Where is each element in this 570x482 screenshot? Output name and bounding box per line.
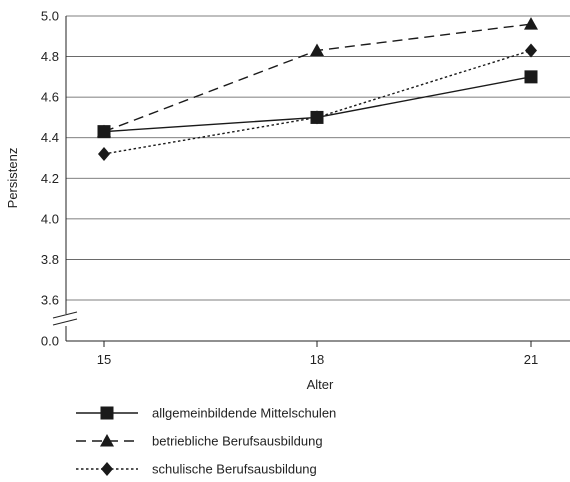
data-point-series-2 xyxy=(310,43,324,56)
data-point-series-1 xyxy=(97,125,111,139)
axis-break-gap xyxy=(50,316,76,325)
gridlines xyxy=(66,15,570,342)
x-tick-label: 15 xyxy=(97,352,111,367)
y-tick-label: 4.2 xyxy=(41,171,59,186)
y-tick-label: 4.4 xyxy=(41,130,59,145)
axis-break-mark xyxy=(52,311,78,319)
y-tick-labels: 0.0 3.6 3.8 4.0 4.2 4.4 4.6 4.8 5.0 xyxy=(41,9,59,349)
y-tick-label: 4.8 xyxy=(41,49,59,64)
data-point-series-3 xyxy=(525,43,537,58)
y-tick-label: 3.6 xyxy=(41,293,59,308)
legend-marker-1 xyxy=(100,406,114,420)
y-tick-label: 4.6 xyxy=(41,90,59,105)
axes xyxy=(50,16,570,347)
data-point-series-1 xyxy=(524,70,538,84)
y-tick-label: 3.8 xyxy=(41,252,59,267)
x-axis-title: Alter xyxy=(307,377,334,392)
data-point-series-3 xyxy=(98,146,110,161)
legend-label-2: betriebliche Berufsausbildung xyxy=(152,434,323,449)
y-tick-label: 5.0 xyxy=(41,9,59,24)
legend-marker-3 xyxy=(101,462,113,476)
data-point-series-1 xyxy=(310,110,324,124)
legend-marker-2 xyxy=(100,434,114,447)
y-axis-title: Persistenz xyxy=(5,148,20,209)
series-markers xyxy=(97,17,538,161)
data-point-series-2 xyxy=(524,17,538,30)
legend: allgemeinbildende Mittelschulen betriebli… xyxy=(76,406,336,477)
legend-label-1: allgemeinbildende Mittelschulen xyxy=(152,406,336,421)
axis-break-mark xyxy=(52,318,78,326)
legend-label-3: schulische Berufsausbildung xyxy=(152,462,317,477)
series-line-3 xyxy=(103,49,532,155)
y-tick-label: 4.0 xyxy=(41,211,59,226)
x-tick-label: 21 xyxy=(524,352,538,367)
x-tick-labels: 15 18 21 xyxy=(97,352,538,367)
x-tick-label: 18 xyxy=(310,352,324,367)
series-lines xyxy=(103,23,532,155)
y-tick-label: 0.0 xyxy=(41,334,59,349)
